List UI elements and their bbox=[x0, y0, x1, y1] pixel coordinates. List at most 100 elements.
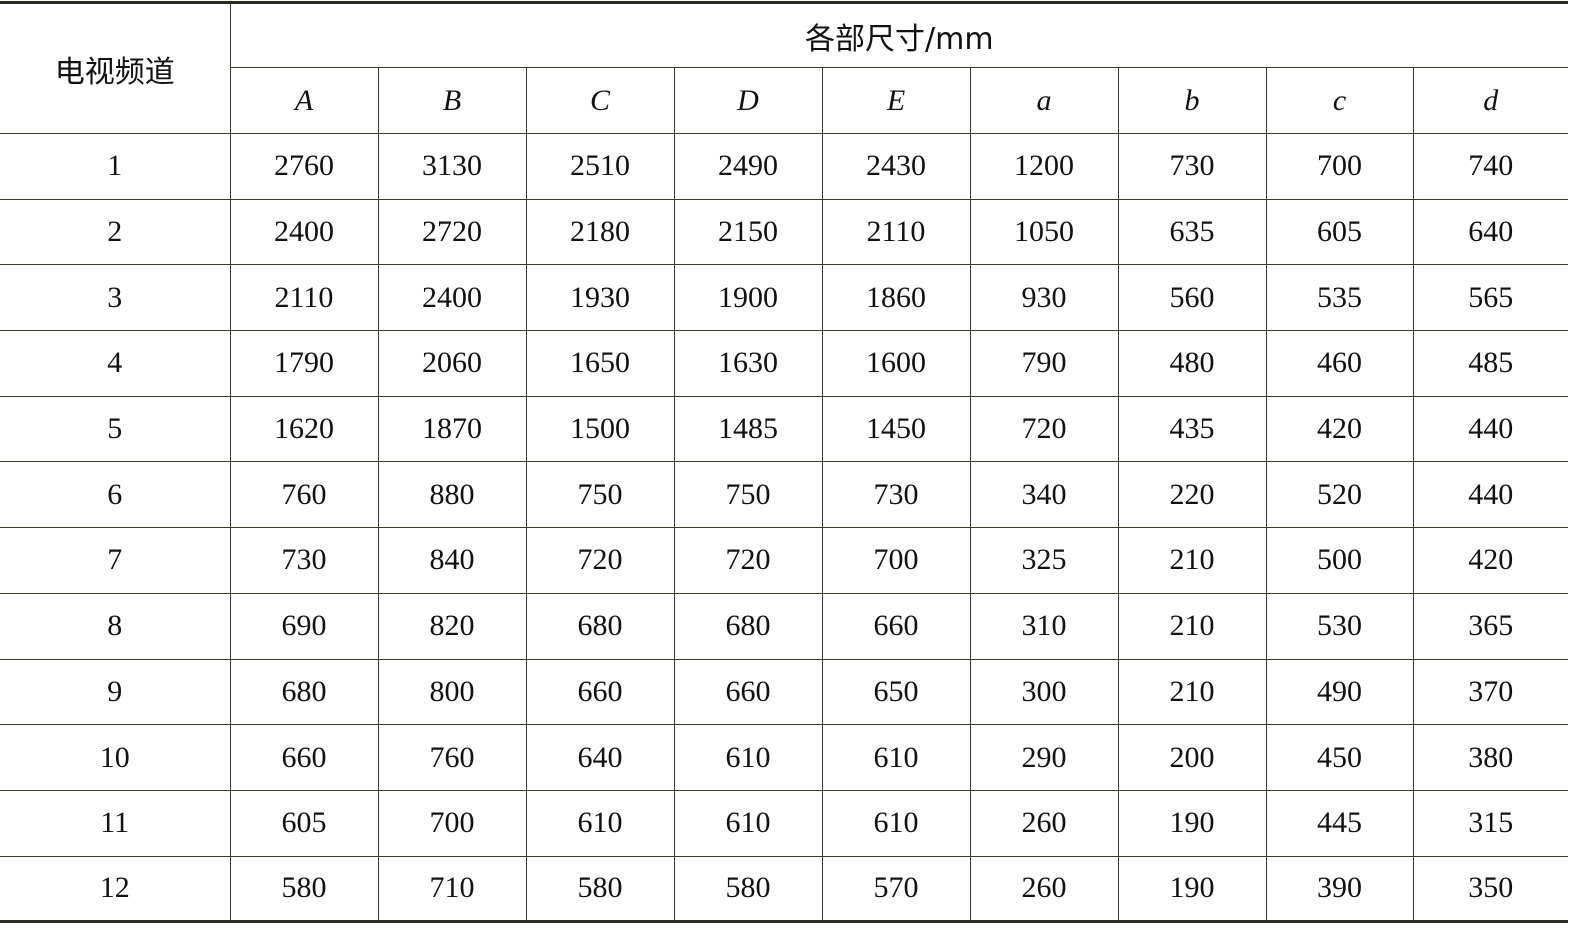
table-row: 12 580 710 580 580 570 260 190 390 350 bbox=[0, 855, 1569, 923]
value-cell-b: 210 bbox=[1117, 658, 1267, 726]
channel-cell: 9 bbox=[0, 658, 231, 726]
value-cell-A: 580 bbox=[229, 855, 379, 923]
value-cell-B: 2720 bbox=[377, 198, 527, 266]
value-cell-E: 650 bbox=[821, 658, 971, 726]
value-cell-d: 370 bbox=[1412, 658, 1569, 726]
value-cell-B: 2060 bbox=[377, 330, 527, 397]
value-cell-a: 300 bbox=[969, 658, 1119, 726]
table-row: 5 1620 1870 1500 1485 1450 720 435 420 440 bbox=[0, 395, 1569, 463]
value-cell-c: 445 bbox=[1265, 789, 1414, 857]
value-cell-A: 690 bbox=[229, 592, 379, 660]
value-cell-C: 2180 bbox=[525, 198, 675, 266]
value-cell-E: 2110 bbox=[821, 198, 971, 266]
channel-cell: 5 bbox=[0, 395, 231, 463]
value-cell-C: 640 bbox=[525, 724, 675, 791]
value-cell-c: 490 bbox=[1265, 658, 1414, 726]
value-cell-A: 605 bbox=[229, 789, 379, 857]
value-cell-E: 610 bbox=[821, 724, 971, 791]
channel-cell: 4 bbox=[0, 330, 231, 397]
value-cell-A: 1620 bbox=[229, 395, 379, 463]
value-cell-D: 750 bbox=[673, 461, 823, 529]
value-cell-d: 350 bbox=[1412, 855, 1569, 923]
value-cell-E: 570 bbox=[821, 855, 971, 923]
channel-cell: 7 bbox=[0, 527, 231, 594]
value-cell-c: 700 bbox=[1265, 133, 1414, 200]
column-header-c: c bbox=[1265, 67, 1414, 134]
value-cell-b: 200 bbox=[1117, 724, 1267, 791]
table-row: 2 2400 2720 2180 2150 2110 1050 635 605 640 bbox=[0, 198, 1569, 266]
value-cell-d: 420 bbox=[1412, 527, 1569, 594]
value-cell-C: 1930 bbox=[525, 264, 675, 332]
value-cell-E: 610 bbox=[821, 789, 971, 857]
value-cell-a: 930 bbox=[969, 264, 1119, 332]
value-cell-A: 730 bbox=[229, 527, 379, 594]
value-cell-b: 210 bbox=[1117, 592, 1267, 660]
value-cell-E: 1860 bbox=[821, 264, 971, 332]
value-cell-A: 2760 bbox=[229, 133, 379, 200]
value-cell-a: 720 bbox=[969, 395, 1119, 463]
header-row-group: 电视频道 各部尺寸/mm bbox=[0, 2, 1569, 134]
table-body: 1 2760 3130 2510 2490 2430 1200 730 700 740 2 2400 2… bbox=[0, 133, 1569, 923]
value-cell-c: 520 bbox=[1265, 461, 1414, 529]
column-header-D: D bbox=[673, 67, 823, 134]
channel-cell: 6 bbox=[0, 461, 231, 529]
value-cell-a: 790 bbox=[969, 330, 1119, 397]
table-row: 3 2110 2400 1930 1900 1860 930 560 535 565 bbox=[0, 264, 1569, 332]
value-cell-B: 820 bbox=[377, 592, 527, 660]
value-cell-c: 530 bbox=[1265, 592, 1414, 660]
value-cell-d: 380 bbox=[1412, 724, 1569, 791]
channel-cell: 8 bbox=[0, 592, 231, 660]
value-cell-B: 710 bbox=[377, 855, 527, 923]
value-cell-b: 435 bbox=[1117, 395, 1267, 463]
value-cell-a: 1200 bbox=[969, 133, 1119, 200]
value-cell-B: 840 bbox=[377, 527, 527, 594]
channel-cell: 3 bbox=[0, 264, 231, 332]
table-row: 11 605 700 610 610 610 260 190 445 315 bbox=[0, 789, 1569, 857]
value-cell-A: 760 bbox=[229, 461, 379, 529]
value-cell-D: 2490 bbox=[673, 133, 823, 200]
table-row: 6 760 880 750 750 730 340 220 520 440 bbox=[0, 461, 1569, 529]
value-cell-D: 660 bbox=[673, 658, 823, 726]
value-cell-d: 365 bbox=[1412, 592, 1569, 660]
value-cell-E: 700 bbox=[821, 527, 971, 594]
value-cell-C: 580 bbox=[525, 855, 675, 923]
value-cell-c: 500 bbox=[1265, 527, 1414, 594]
value-cell-b: 190 bbox=[1117, 855, 1267, 923]
table-row: 9 680 800 660 660 650 300 210 490 370 bbox=[0, 658, 1569, 726]
table-row: 8 690 820 680 680 660 310 210 530 365 bbox=[0, 592, 1569, 660]
value-cell-E: 2430 bbox=[821, 133, 971, 200]
value-cell-B: 1870 bbox=[377, 395, 527, 463]
value-cell-D: 610 bbox=[673, 789, 823, 857]
value-cell-A: 1790 bbox=[229, 330, 379, 397]
value-cell-b: 480 bbox=[1117, 330, 1267, 397]
value-cell-E: 660 bbox=[821, 592, 971, 660]
value-cell-d: 740 bbox=[1412, 133, 1569, 200]
channel-cell: 1 bbox=[0, 133, 231, 200]
value-cell-D: 2150 bbox=[673, 198, 823, 266]
value-cell-a: 310 bbox=[969, 592, 1119, 660]
value-cell-B: 760 bbox=[377, 724, 527, 791]
value-cell-B: 800 bbox=[377, 658, 527, 726]
value-cell-A: 680 bbox=[229, 658, 379, 726]
value-cell-d: 485 bbox=[1412, 330, 1569, 397]
channel-cell: 2 bbox=[0, 198, 231, 266]
value-cell-c: 535 bbox=[1265, 264, 1414, 332]
column-header-b: b bbox=[1117, 67, 1267, 134]
value-cell-b: 560 bbox=[1117, 264, 1267, 332]
value-cell-A: 660 bbox=[229, 724, 379, 791]
value-cell-a: 290 bbox=[969, 724, 1119, 791]
value-cell-C: 750 bbox=[525, 461, 675, 529]
value-cell-C: 720 bbox=[525, 527, 675, 594]
column-header-C: C bbox=[525, 67, 675, 134]
value-cell-d: 640 bbox=[1412, 198, 1569, 266]
value-cell-c: 420 bbox=[1265, 395, 1414, 463]
value-cell-B: 3130 bbox=[377, 133, 527, 200]
value-cell-B: 700 bbox=[377, 789, 527, 857]
value-cell-C: 1500 bbox=[525, 395, 675, 463]
column-header-d: d bbox=[1412, 67, 1569, 134]
value-cell-c: 450 bbox=[1265, 724, 1414, 791]
value-cell-b: 635 bbox=[1117, 198, 1267, 266]
value-cell-a: 1050 bbox=[969, 198, 1119, 266]
value-cell-B: 880 bbox=[377, 461, 527, 529]
